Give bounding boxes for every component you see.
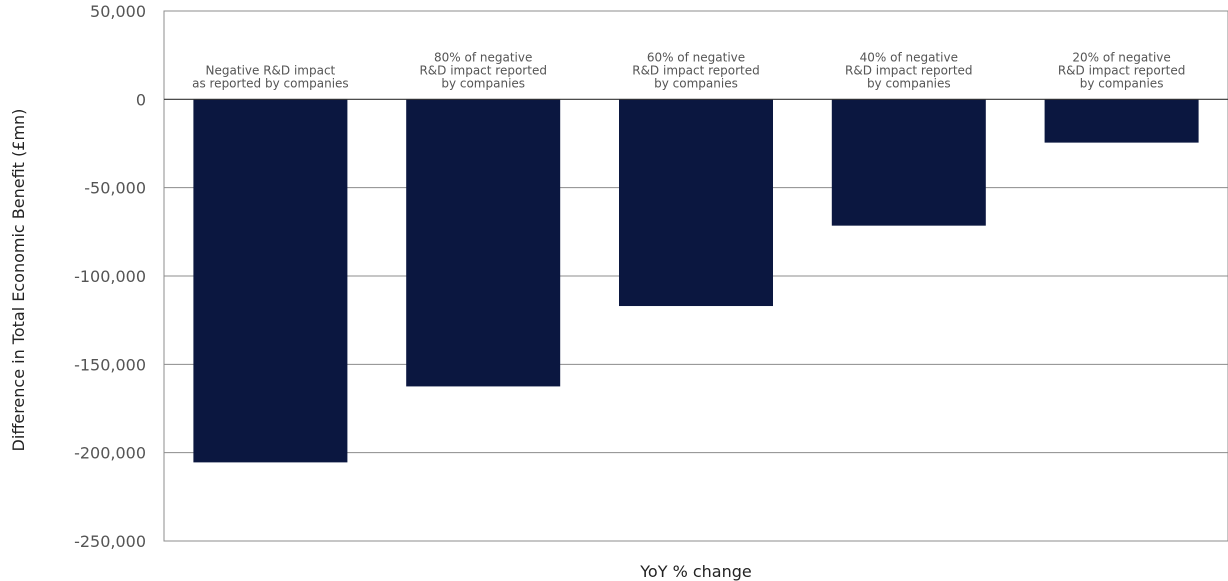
bar: [193, 99, 348, 463]
y-axis-title: Difference in Total Economic Benefit (£m…: [9, 109, 28, 452]
y-tick-label: -250,000: [74, 532, 146, 551]
category-labels: Negative R&D impact as reported by compan…: [192, 50, 1185, 90]
bars: [193, 99, 1199, 463]
category-label-line: 80% of negative: [434, 50, 532, 64]
category-label-line: as reported by companies: [192, 76, 349, 90]
category-label-line: by companies: [867, 76, 951, 90]
category-label-line: by companies: [1080, 76, 1164, 90]
category-label-line: by companies: [654, 76, 738, 90]
category-label-line: R&D impact reported: [845, 63, 973, 77]
y-tick-label: -150,000: [74, 355, 146, 374]
category-label-line: R&D impact reported: [632, 63, 760, 77]
y-tick-labels: 50,000 0 -50,000 -100,000 -150,000 -200,000 -2…: [74, 2, 146, 551]
y-tick-label: -200,000: [74, 444, 146, 463]
y-tick-label: 50,000: [90, 2, 146, 21]
category-label-line: 20% of negative: [1072, 50, 1170, 64]
bar: [406, 99, 561, 387]
category-label: 40% of negative R&D impact reported by com…: [845, 50, 973, 90]
bar: [831, 99, 986, 226]
category-label: 60% of negative R&D impact reported by com…: [632, 50, 760, 90]
category-label: Negative R&D impact as reported by compan…: [192, 63, 349, 90]
category-label-line: R&D impact reported: [419, 63, 547, 77]
bar: [1044, 99, 1199, 143]
x-axis-title: YoY % change: [639, 562, 751, 581]
category-label-line: 60% of negative: [647, 50, 745, 64]
category-label-line: R&D impact reported: [1058, 63, 1186, 77]
category-label: 20% of negative R&D impact reported by com…: [1058, 50, 1186, 90]
category-label-line: 40% of negative: [860, 50, 958, 64]
category-label-line: by companies: [441, 76, 525, 90]
y-tick-label: -100,000: [74, 267, 146, 286]
category-label-line: Negative R&D impact: [206, 63, 336, 77]
category-label: 80% of negative R&D impact reported by com…: [419, 50, 547, 90]
y-tick-label: 0: [136, 90, 146, 109]
bar: [619, 99, 773, 307]
y-tick-label: -50,000: [84, 179, 146, 198]
